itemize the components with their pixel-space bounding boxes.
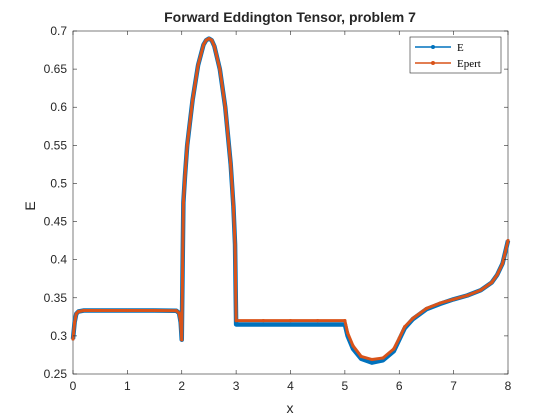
legend-label-epert: Epert xyxy=(457,58,481,70)
data-point-epert xyxy=(207,37,210,40)
y-tick-label: 0.5 xyxy=(50,176,67,190)
data-point-epert xyxy=(153,309,156,312)
data-point-epert xyxy=(191,98,194,101)
data-point-epert xyxy=(438,302,441,305)
data-point-e xyxy=(316,323,319,326)
x-tick-label: 3 xyxy=(233,379,240,393)
data-point-epert xyxy=(316,319,319,322)
data-point-epert xyxy=(202,43,205,46)
data-point-epert xyxy=(186,144,189,147)
data-point-epert xyxy=(501,262,504,265)
y-tick-label: 0.55 xyxy=(44,138,68,152)
data-point-e xyxy=(289,323,292,326)
data-point-epert xyxy=(213,45,216,48)
data-point-epert xyxy=(77,310,80,313)
chart-title: Forward Eddington Tensor, problem 7 xyxy=(164,9,416,25)
data-point-epert xyxy=(496,273,499,276)
x-axis-label: x xyxy=(287,400,294,416)
data-point-epert xyxy=(177,311,180,314)
data-point-epert xyxy=(289,319,292,322)
x-tick-label: 1 xyxy=(124,379,131,393)
data-point-epert xyxy=(479,289,482,292)
legend-label-e: E xyxy=(457,42,464,54)
y-tick-label: 0.3 xyxy=(50,329,67,343)
y-tick-label: 0.7 xyxy=(50,24,67,38)
data-point-epert xyxy=(182,201,185,204)
data-point-epert xyxy=(346,331,349,334)
y-tick-label: 0.4 xyxy=(50,253,67,267)
y-tick-label: 0.25 xyxy=(44,367,68,381)
data-point-epert xyxy=(398,337,401,340)
data-point-epert xyxy=(224,106,227,109)
data-point-e xyxy=(235,323,238,326)
data-point-epert xyxy=(360,355,363,358)
data-point-epert xyxy=(210,39,213,42)
data-point-epert xyxy=(490,281,493,284)
data-point-epert xyxy=(452,298,455,301)
data-point-epert xyxy=(99,309,102,312)
data-point-e xyxy=(262,323,265,326)
legend: E Epert xyxy=(410,37,501,73)
data-point-epert xyxy=(175,309,178,312)
data-point-epert xyxy=(233,243,236,246)
data-point-epert xyxy=(73,321,76,324)
x-tick-label: 4 xyxy=(287,379,294,393)
x-tick-label: 2 xyxy=(178,379,185,393)
data-point-epert xyxy=(229,163,232,166)
data-point-epert xyxy=(205,39,208,42)
x-tick-label: 7 xyxy=(450,379,457,393)
data-point-epert xyxy=(351,344,354,347)
legend-marker-epert xyxy=(431,61,435,65)
y-tick-label: 0.35 xyxy=(44,291,68,305)
x-tick-label: 6 xyxy=(396,379,403,393)
data-point-epert xyxy=(218,68,221,71)
data-point-epert xyxy=(180,338,183,341)
data-point-epert xyxy=(262,319,265,322)
x-tick-label: 8 xyxy=(505,379,512,393)
data-point-epert xyxy=(183,174,186,177)
data-point-epert xyxy=(370,358,373,361)
data-point-epert xyxy=(196,64,199,67)
y-tick-label: 0.45 xyxy=(44,215,68,229)
data-point-epert xyxy=(392,347,395,350)
data-point-epert xyxy=(506,239,509,242)
legend-marker-e xyxy=(431,45,435,49)
data-point-epert xyxy=(343,319,346,322)
data-point-e xyxy=(370,361,373,364)
data-point-epert xyxy=(126,309,129,312)
data-point-epert xyxy=(235,319,238,322)
data-point-epert xyxy=(403,325,406,328)
data-point-epert xyxy=(411,317,414,320)
y-tick-label: 0.65 xyxy=(44,62,68,76)
legend-box xyxy=(410,37,501,73)
x-tick-label: 5 xyxy=(342,379,349,393)
data-point-epert xyxy=(381,356,384,359)
data-point-epert xyxy=(466,294,469,297)
x-tick-label: 0 xyxy=(70,379,77,393)
data-point-epert xyxy=(71,337,74,340)
y-tick-label: 0.6 xyxy=(50,100,67,114)
data-point-epert xyxy=(82,309,85,312)
data-point-epert xyxy=(179,321,182,324)
data-point-epert xyxy=(425,307,428,310)
y-axis-label: E xyxy=(22,201,38,210)
data-point-epert xyxy=(232,205,235,208)
